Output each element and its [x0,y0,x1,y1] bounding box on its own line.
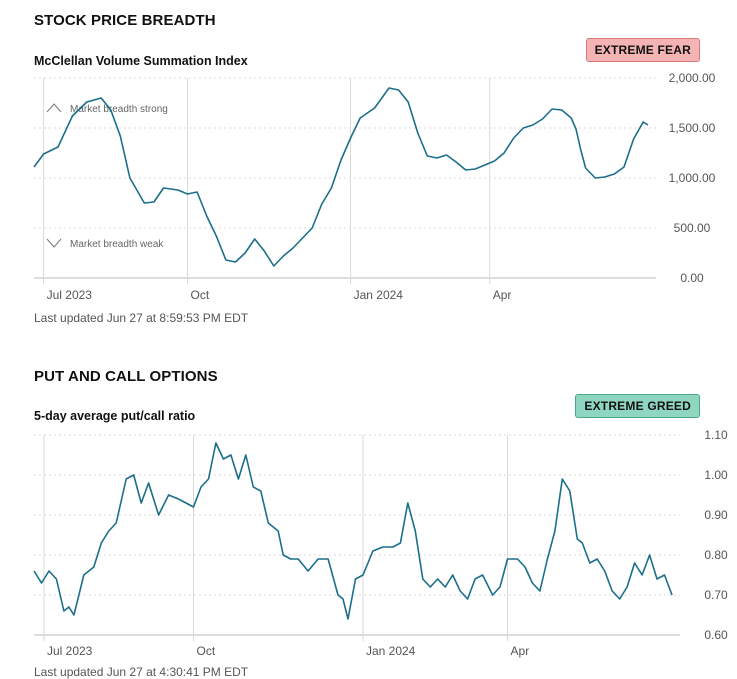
options-last-updated: Last updated Jun 27 at 4:30:41 PM EDT [34,665,249,679]
market-breadth-weak-label: Market breadth weak [70,239,164,250]
putcall-x-tick-label: Jul 2023 [47,644,93,658]
breadth-x-ticks: Jul 2023 Oct Jan 2024 Apr [47,288,512,302]
breadth-x-tick-label: Jan 2024 [354,288,404,302]
putcall-y-tick-label: 0.90 [704,508,728,522]
breadth-y-tick-label: 1,000.00 [669,171,716,185]
putcall-y-tick-label: 1.10 [704,428,728,442]
breadth-chart-title: McClellan Volume Summation Index [34,54,248,68]
options-section-title: PUT AND CALL OPTIONS [34,368,218,385]
breadth-y-tick-label: 500.00 [674,221,711,235]
extreme-fear-badge: EXTREME FEAR [585,38,700,62]
chevron-down-icon [46,238,62,248]
putcall-x-tick-label: Oct [197,644,216,658]
breadth-x-tick-label: Jul 2023 [47,288,93,302]
breadth-series [33,87,649,267]
breadth-annotations: Market breadth strong Market breadth weak [46,103,168,250]
breadth-chart-grid [34,77,656,284]
breadth-series-line [33,87,649,267]
putcall-y-tick-label: 0.60 [704,628,728,642]
breadth-y-tick-label: 0.00 [680,271,704,285]
extreme-greed-badge: EXTREME GREED [575,394,700,418]
market-breadth-strong-label: Market breadth strong [70,104,168,115]
putcall-chart-grid [34,434,680,641]
breadth-y-tick-label: 1,500.00 [669,121,716,135]
breadth-chart: Market breadth strong Market breadth weak… [33,71,716,302]
breadth-y-ticks: 0.00 500.00 1,000.00 1,500.00 2,000.00 [669,71,716,285]
putcall-x-tick-label: Jan 2024 [366,644,416,658]
putcall-y-tick-label: 0.70 [704,588,728,602]
chevron-up-icon [46,103,62,113]
putcall-y-tick-label: 1.00 [704,468,728,482]
breadth-y-tick-label: 2,000.00 [669,71,716,85]
putcall-chart: 0.60 0.70 0.80 0.90 1.00 1.10 Jul 2023 Oct Jan … [33,428,728,658]
breadth-x-tick-label: Oct [191,288,210,302]
breadth-last-updated: Last updated Jun 27 at 8:59:53 PM EDT [34,311,249,325]
breadth-section-title: STOCK PRICE BREADTH [34,12,216,29]
options-chart-title: 5-day average put/call ratio [34,409,196,423]
breadth-x-tick-label: Apr [493,288,512,302]
putcall-y-ticks: 0.60 0.70 0.80 0.90 1.00 1.10 [704,428,728,642]
putcall-series [33,442,673,620]
putcall-x-ticks: Jul 2023 Oct Jan 2024 Apr [47,644,529,658]
putcall-y-tick-label: 0.80 [704,548,728,562]
putcall-x-tick-label: Apr [511,644,530,658]
putcall-series-line [33,442,673,620]
